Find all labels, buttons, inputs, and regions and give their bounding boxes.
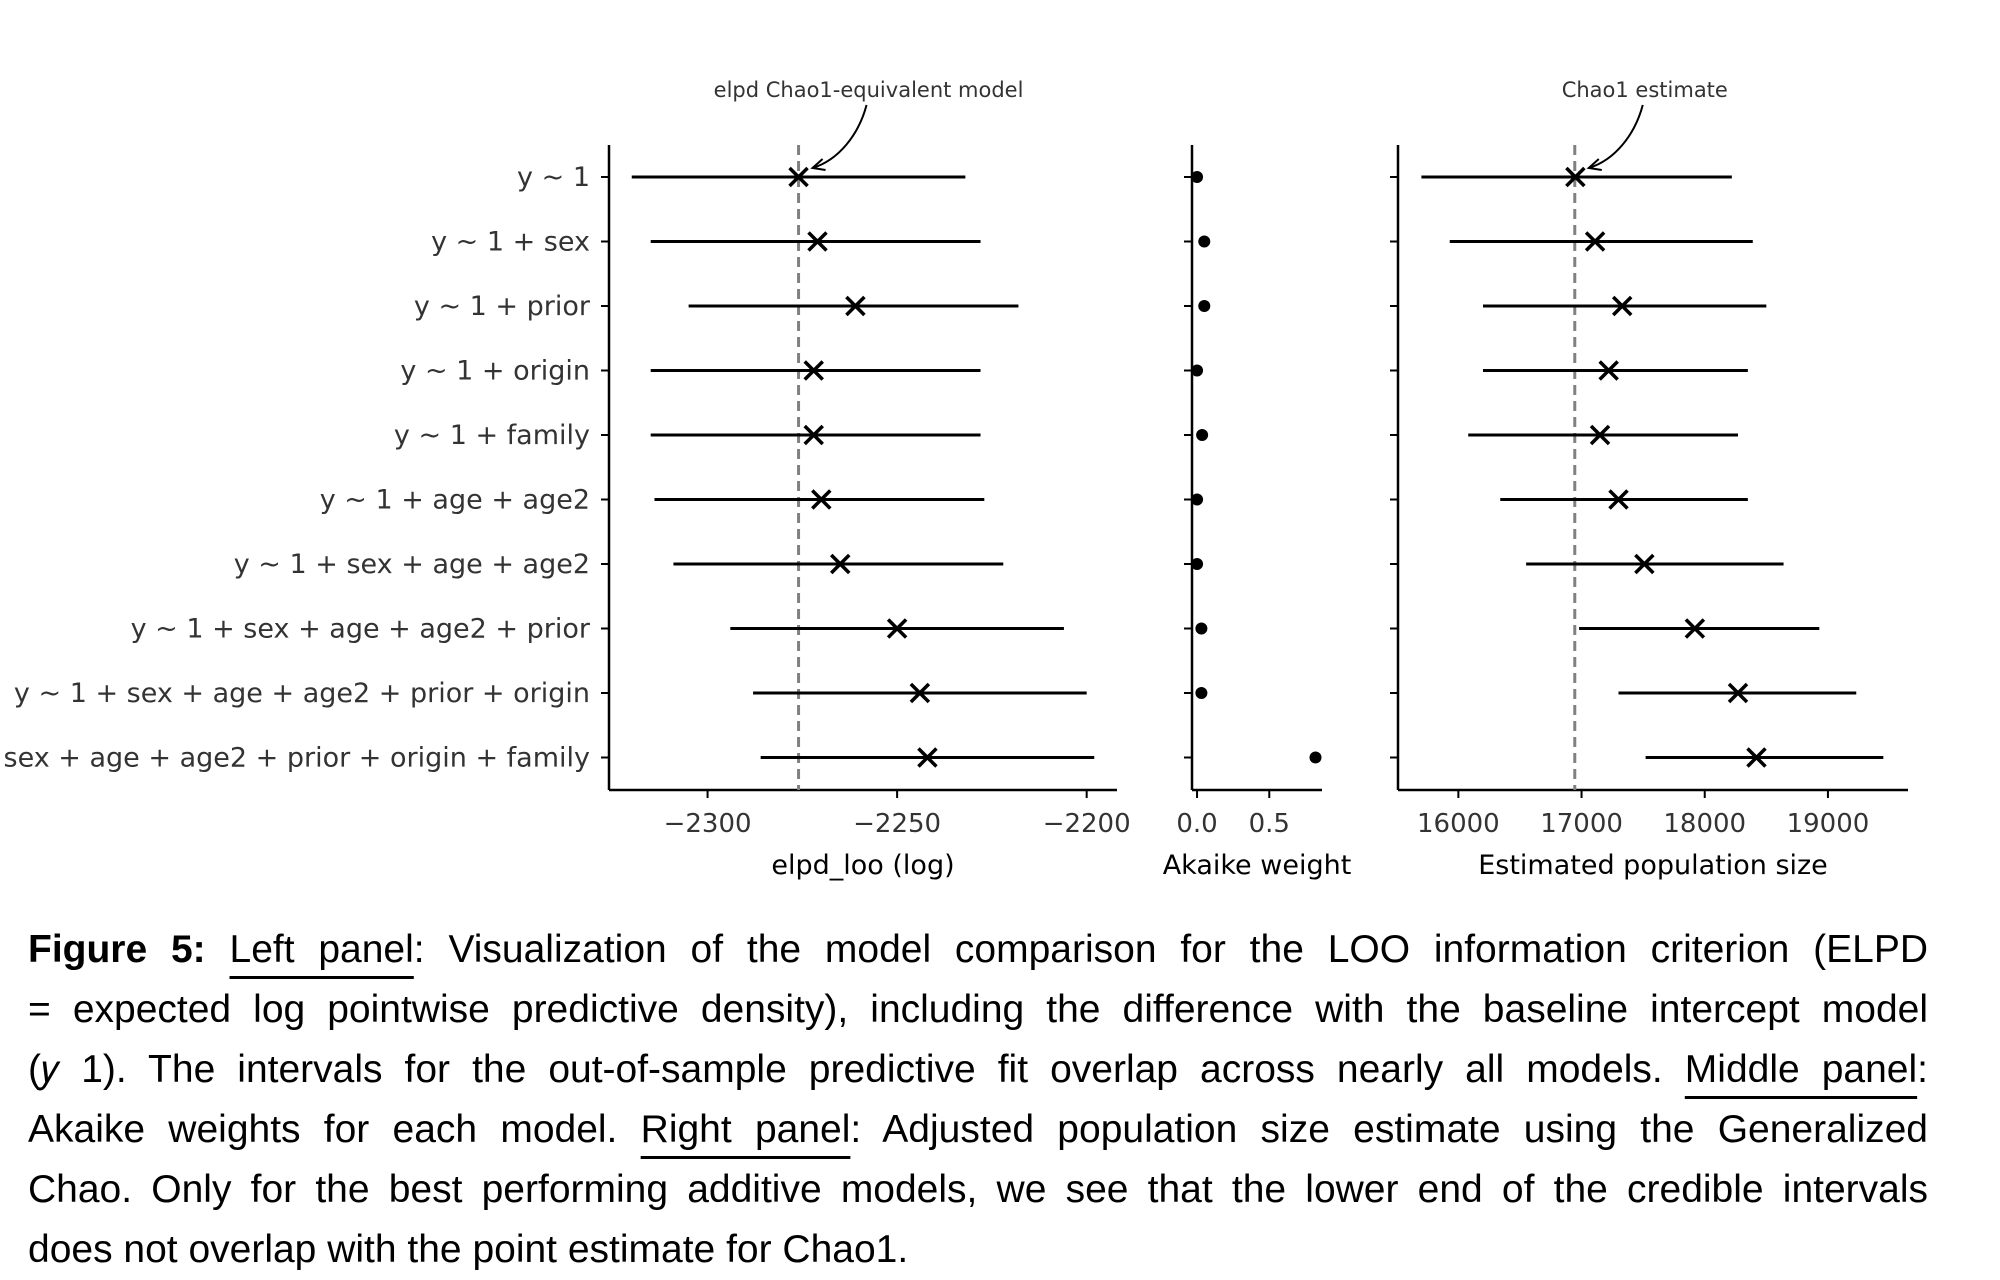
akaike-weight-point xyxy=(1198,235,1211,248)
akaike-weight-point xyxy=(1191,493,1204,506)
right-annotation-arrow xyxy=(1588,104,1644,169)
right-point-estimate xyxy=(1746,747,1767,768)
figure-chart: −2300 −2250 −2200 elpd_loo (log) elpd Chao1-… xyxy=(0,78,1908,881)
middle-x-tick-label: 0.5 xyxy=(1249,809,1290,839)
left-x-tick-label: −2300 xyxy=(664,809,752,839)
left-point-estimate xyxy=(788,166,809,188)
middle-x-axis-title: Akaike weight xyxy=(1163,850,1352,881)
left-point-estimate xyxy=(803,360,824,381)
akaike-weight-point xyxy=(1196,429,1209,441)
akaike-weight-point xyxy=(1191,558,1204,570)
right-point-estimate xyxy=(1584,231,1606,252)
right-x-tick-label: 17000 xyxy=(1540,809,1623,839)
right-point-estimate xyxy=(1727,682,1749,704)
left-point-estimate xyxy=(917,747,938,768)
akaike-weight-point xyxy=(1309,751,1322,764)
model-label: y ~ 1 + sex + age + age2 + prior xyxy=(131,614,591,645)
middle-x-tick-label: 0.0 xyxy=(1176,809,1217,839)
middle-panel-ref: Middle panel xyxy=(1684,1048,1918,1091)
caption-line-4: Akaike weights for each model. Right pan… xyxy=(28,1100,1928,1160)
right-x-tick-label: 16000 xyxy=(1417,809,1500,839)
caption-line-2: = expected log pointwise predictive dens… xyxy=(28,988,1928,1031)
model-label: y ~ 1 + sex + age + age2 + prior + origi… xyxy=(0,743,590,774)
akaike-weight-point xyxy=(1191,171,1204,183)
right-point-estimate xyxy=(1608,489,1629,510)
right-arrow-head xyxy=(1586,158,1602,171)
left-point-estimate xyxy=(830,553,851,575)
left-point-estimate xyxy=(811,489,832,510)
caption-text: (𝑦 1). The intervals for the out-of-samp… xyxy=(28,1048,1663,1091)
model-label: y ~ 1 + sex + age + age2 xyxy=(234,549,590,580)
right-point-estimate xyxy=(1684,618,1706,639)
left-point-estimate xyxy=(845,295,866,317)
left-point-estimate xyxy=(807,231,828,252)
akaike-weight-point xyxy=(1191,364,1204,377)
left-x-tick-label: −2200 xyxy=(1043,809,1131,839)
model-label: y ~ 1 + origin xyxy=(400,356,590,387)
left-point-estimate xyxy=(803,424,824,446)
model-label: y ~ 1 + age + age2 xyxy=(320,485,590,516)
right-annotation: Chao1 estimate xyxy=(1562,78,1728,102)
right-point-estimate xyxy=(1589,424,1611,446)
left-arrow-head xyxy=(810,158,826,171)
akaike-weight-point xyxy=(1195,622,1208,635)
left-point-estimate xyxy=(909,682,931,704)
caption-line-1: Figure 5: Left panel: Visualization of t… xyxy=(28,920,1928,980)
caption-line-6: does not overlap with the point estimate… xyxy=(28,1228,909,1271)
right-x-axis-title: Estimated population size xyxy=(1478,850,1828,881)
left-x-tick-label: −2250 xyxy=(853,809,941,839)
left-panel-ref: Left panel xyxy=(229,928,414,971)
left-annotation: elpd Chao1-equivalent model xyxy=(714,78,1024,102)
caption-text: : Visualization of the model comparison … xyxy=(413,928,1929,971)
model-label: y ~ 1 + prior xyxy=(414,291,591,322)
left-annotation-arrow xyxy=(812,104,868,169)
akaike-weight-point xyxy=(1195,687,1208,699)
right-x-tick-label: 18000 xyxy=(1663,809,1746,839)
model-label: y ~ 1 xyxy=(517,162,590,193)
left-point-estimate xyxy=(886,618,908,639)
right-x-tick-label: 19000 xyxy=(1787,809,1870,839)
model-label: y ~ 1 + sex + age + age2 + prior + origi… xyxy=(14,678,590,709)
model-label: y ~ 1 + sex xyxy=(431,227,590,258)
figure-caption: Figure 5: Left panel: Visualization of t… xyxy=(28,920,1928,1280)
figure-label: Figure 5: xyxy=(28,928,206,971)
right-point-estimate xyxy=(1634,553,1655,575)
left-x-axis-title: elpd_loo (log) xyxy=(771,850,954,881)
caption-line-3: (𝑦 1). The intervals for the out-of-samp… xyxy=(28,1040,1928,1100)
caption-line-5: Chao. Only for the best performing addit… xyxy=(28,1168,1928,1211)
caption-text: : xyxy=(1917,1048,1928,1091)
right-point-estimate xyxy=(1598,360,1619,381)
right-panel-ref: Right panel xyxy=(640,1108,851,1151)
caption-text: Akaike weights for each model. xyxy=(28,1108,618,1151)
model-label: y ~ 1 + family xyxy=(394,420,590,451)
right-point-estimate xyxy=(1611,295,1633,317)
akaike-weight-point xyxy=(1198,300,1211,312)
right-point-estimate xyxy=(1565,166,1586,188)
caption-text: : Adjusted population size estimate usin… xyxy=(850,1108,1928,1151)
